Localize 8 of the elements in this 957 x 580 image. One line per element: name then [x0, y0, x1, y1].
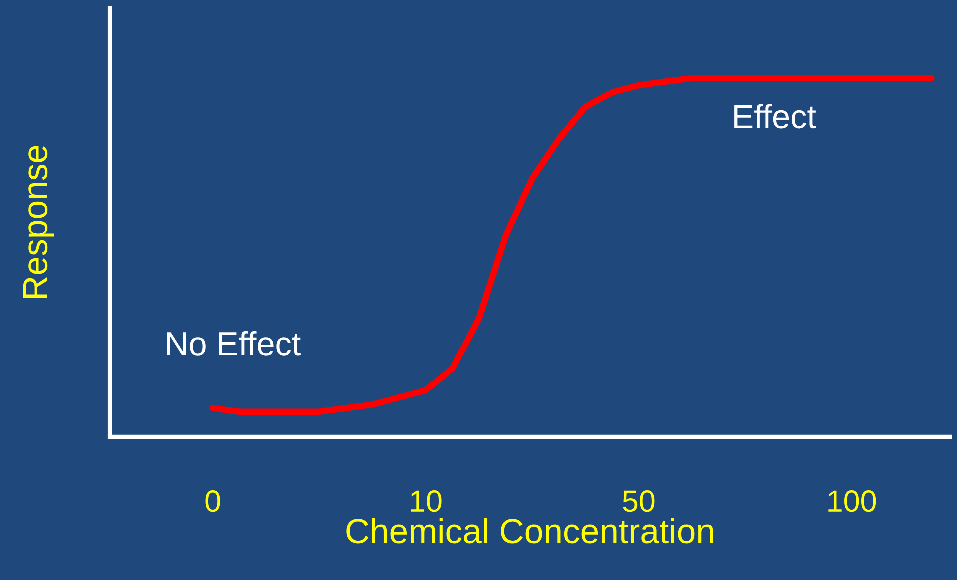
x-tick-label: 100 [828, 490, 876, 512]
annotation: Effect [734, 104, 816, 129]
x-tick-label: 0 [206, 490, 220, 512]
y-axis-title: Response [23, 146, 54, 298]
x-tick-label: 50 [623, 490, 655, 512]
annotation: No Effect [167, 331, 301, 356]
x-axis-title: Chemical Concentration [346, 518, 714, 544]
x-tick-label: 10 [411, 490, 442, 512]
